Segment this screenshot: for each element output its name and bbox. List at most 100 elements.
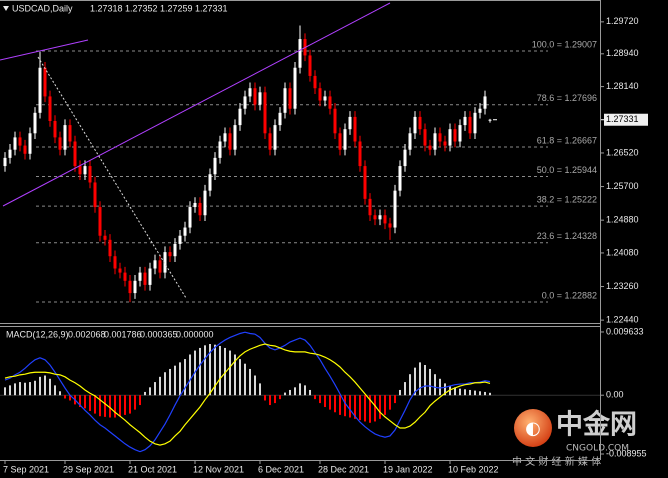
candle-body [448,129,452,146]
macd-histogram-bar [279,395,281,400]
macd-histogram-bar [144,391,146,396]
macd-histogram-bar [119,395,121,417]
header: USDCAD,Daily 1.27318 1.27352 1.27259 1.2… [3,3,228,339]
candle-body [178,235,182,244]
macd-histogram-bar [169,368,171,396]
candle-body [78,166,82,175]
macd-histogram-bar [469,389,471,396]
macd-histogram-bar [4,387,6,396]
y-tick-label: 1.29720 [606,16,639,26]
candle-body [368,198,372,216]
candle-body [218,141,222,158]
candle-body [318,88,322,101]
candle-body [118,268,122,273]
candle-body [108,239,112,257]
macd-header-value: 0.001786 [104,329,142,339]
macd-histogram-bar [239,359,241,396]
y-tick-label: 1.28140 [606,81,639,91]
macd-histogram-bar [384,395,386,415]
macd-histogram-bar [474,390,476,396]
candle-body [163,252,167,273]
macd-header-value: 0.000365 [140,329,178,339]
candle-body [473,112,477,134]
macd-histogram-bar [34,380,36,396]
candle-body [3,157,7,167]
macd-header-value: 0.002068 [68,329,106,339]
candle-body [58,137,62,150]
x-tick-label: 21 Oct 2021 [128,464,177,474]
trendlines [0,2,391,299]
y-tick-label: 1.24080 [606,247,639,257]
macd-histogram-bar [9,385,11,396]
macd-histogram-bar [149,387,151,396]
candle-body [383,215,387,224]
y-tick-label: 1.22440 [606,315,639,325]
candle-body [313,75,317,89]
logo-glyph: ◐ [525,418,541,439]
candle-body [438,133,442,142]
macd-histogram-bar [134,395,136,410]
candle-body [63,125,67,150]
candle-body [298,39,302,68]
macd-histogram-bar [329,395,331,410]
macd-histogram-bar [289,389,291,396]
x-tick-label: 12 Nov 2021 [193,464,244,474]
macd-histogram-bar [94,395,96,414]
y-tick-label: 1.24880 [606,215,639,225]
macd-histogram-bar [209,344,211,396]
candle-body [28,133,32,154]
macd-histogram-bar [334,395,336,413]
candle-body [93,182,97,208]
candle-body [193,202,197,208]
candle-body [113,256,117,269]
macd-histogram-bar [199,347,201,396]
candle-body [398,166,402,191]
candle-body [373,215,377,220]
macd-histogram-bar [324,395,326,408]
candle-body [238,108,242,126]
frame [0,0,601,461]
candle-body [213,157,217,175]
macd-histogram-bar [364,395,366,422]
macd-histogram-bar [139,395,141,406]
watermark: ◐ 中金网 CNGOLD.COM 中 文 财 经 新 媒 体 [512,409,637,469]
macd-histogram-bar [299,383,301,396]
header-close: 1.27331 [195,3,228,13]
candle-body [343,129,347,150]
candle-body [283,88,287,113]
trendline [0,39,89,61]
plot: 1.29720 1.28940 1.28140 1.26520 1.25700 1.248… [0,16,648,474]
macd-histogram-bar [349,395,351,418]
candle-body [133,280,137,294]
candle-body [308,55,312,76]
macd-histogram-bar [304,385,306,396]
macd-histogram-bar [489,392,491,396]
candle-body [433,133,437,150]
macd-histogram-bar [89,395,91,411]
candle-body [253,88,257,105]
macd-histogram-bar [369,395,371,423]
candle-body [23,145,27,154]
macd-histogram-bar [99,395,101,417]
macd-histogram-bar [79,395,81,408]
candle-body [413,116,417,134]
macd-histogram-bar [29,382,31,396]
candle-body [38,67,42,113]
candle-body [443,141,447,146]
header-high: 1.27352 [125,3,158,13]
candle-body [233,125,237,150]
candle-body [263,92,267,134]
macd-histogram-bar [44,375,46,396]
candle-body [278,112,282,126]
macd-histogram-bar [24,382,26,396]
candle-body [198,202,202,216]
macd-line [4,343,491,446]
macd-histogram-bar [219,345,221,396]
candle-body [348,116,352,130]
candle-body [268,133,272,150]
watermark-name: 中金网 [556,409,637,441]
candle-body [83,166,87,175]
candle-body [8,149,12,158]
candle-body [53,121,57,138]
candle-body [293,67,297,109]
